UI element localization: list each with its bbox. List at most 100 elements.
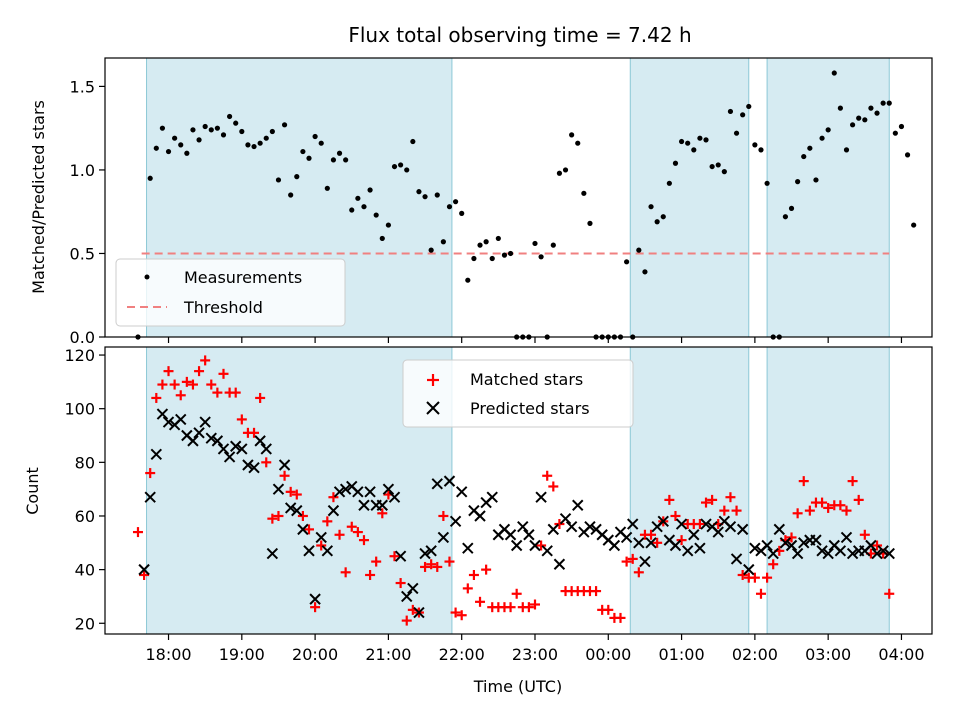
measurement-point — [416, 189, 422, 195]
measurement-point — [178, 142, 184, 148]
predicted-star-point — [810, 534, 822, 546]
predicted-star-point — [749, 542, 761, 554]
predicted-star-point — [871, 547, 883, 560]
measurement-point — [648, 204, 654, 210]
predicted-star-point — [327, 504, 340, 517]
measurement-point — [159, 125, 166, 131]
predicted-star-point — [822, 547, 834, 560]
top-y-ticks: 0.0 0.5 1.0 1.5 — [70, 77, 105, 347]
measurement-point — [367, 187, 373, 193]
legend-threshold-label: Threshold — [183, 298, 263, 317]
predicted-star-point — [565, 521, 578, 533]
predicted-star-point — [669, 539, 682, 552]
y-tick-label: 0.5 — [70, 244, 95, 263]
matched-star-point — [450, 607, 461, 618]
measurement-point — [550, 242, 556, 248]
measurement-point — [245, 142, 251, 148]
measurement-point — [459, 210, 465, 216]
matched-star-point — [206, 379, 217, 390]
predicted-star-point — [627, 518, 639, 530]
matched-star-point — [725, 492, 736, 503]
matched-star-point — [365, 569, 376, 580]
matched-star-point — [670, 510, 681, 521]
predicted-star-point — [584, 521, 596, 533]
measurement-point — [404, 167, 410, 173]
predicted-star-point — [559, 512, 572, 525]
measurement-point — [678, 138, 685, 145]
x-tick-label: 00:00 — [585, 645, 631, 664]
measurement-point — [727, 108, 734, 115]
predicted-star-point — [688, 529, 700, 541]
matched-star-point — [291, 489, 302, 500]
measurement-points — [135, 70, 917, 340]
matched-star-point — [304, 524, 315, 535]
predicted-star-point — [236, 443, 248, 455]
predicted-star-point — [401, 590, 413, 603]
measurement-point — [336, 150, 343, 156]
matched-star-point — [664, 494, 675, 505]
predicted-star-point — [449, 515, 462, 528]
matched-star-point — [169, 379, 180, 390]
measurement-point — [281, 122, 288, 128]
measurement-point — [428, 247, 434, 253]
measurement-point — [856, 115, 862, 121]
matched-star-point — [694, 519, 705, 530]
predicted-star-point — [266, 547, 279, 560]
measurement-point — [452, 199, 459, 205]
measurement-point — [654, 219, 660, 225]
matched-star-point — [212, 387, 223, 398]
matched-star-point — [652, 537, 663, 548]
matched-star-point — [823, 502, 834, 513]
predicted-star-point — [834, 545, 847, 557]
measurement-point — [471, 255, 477, 262]
y-tick-label: 0.0 — [70, 328, 95, 347]
measurement-point — [752, 142, 758, 148]
predicted-star-point — [730, 553, 743, 565]
measurement-point — [904, 152, 911, 158]
measurement-point — [788, 205, 795, 211]
measurement-point — [898, 123, 905, 130]
predicted-star-point — [394, 550, 407, 562]
matched-star-point — [505, 602, 516, 613]
predicted-star-point — [712, 526, 724, 538]
measurement-point — [300, 148, 306, 155]
matched-star-point — [841, 505, 852, 516]
y-tick-label: 80 — [75, 453, 95, 472]
measurement-point — [709, 163, 715, 170]
measurement-point — [330, 157, 337, 163]
predicted-star-point — [211, 435, 224, 447]
predicted-star-point — [816, 545, 828, 557]
measurement-point — [746, 103, 752, 110]
measurement-point — [562, 167, 569, 173]
matched-star-point — [432, 561, 443, 572]
predicted-star-point — [743, 563, 755, 576]
top-legend: Measurements Threshold — [115, 258, 346, 327]
matched-star-point — [872, 540, 883, 551]
legend-matched-marker — [427, 374, 439, 386]
measurement-point — [703, 137, 709, 143]
shaded-interval-2 — [629, 346, 750, 635]
matched-stars-points — [132, 355, 895, 626]
legend-measurements-label: Measurements — [184, 268, 302, 287]
y-tick-label: 60 — [75, 507, 95, 526]
matched-star-point — [401, 615, 412, 626]
measurement-point — [434, 192, 440, 198]
predicted-star-point — [455, 486, 468, 498]
matched-star-point — [523, 602, 534, 613]
matched-star-point — [145, 468, 156, 479]
predicted-star-point — [639, 555, 651, 568]
predicted-star-point — [388, 491, 401, 503]
measurement-point — [306, 155, 312, 161]
y-tick-label: 20 — [75, 614, 95, 633]
y-tick-label: 100 — [64, 400, 95, 419]
matched-star-point — [456, 610, 467, 621]
predicted-star-point — [260, 443, 272, 455]
legend-predicted-marker — [426, 401, 440, 415]
bottom-y-ticks: 20 40 60 80 100 120 — [64, 346, 105, 633]
matched-star-point — [859, 529, 870, 540]
predicted-star-point — [315, 531, 327, 544]
predicted-star-point — [242, 459, 254, 471]
predicted-star-point — [510, 539, 523, 552]
measurement-point — [556, 170, 563, 176]
